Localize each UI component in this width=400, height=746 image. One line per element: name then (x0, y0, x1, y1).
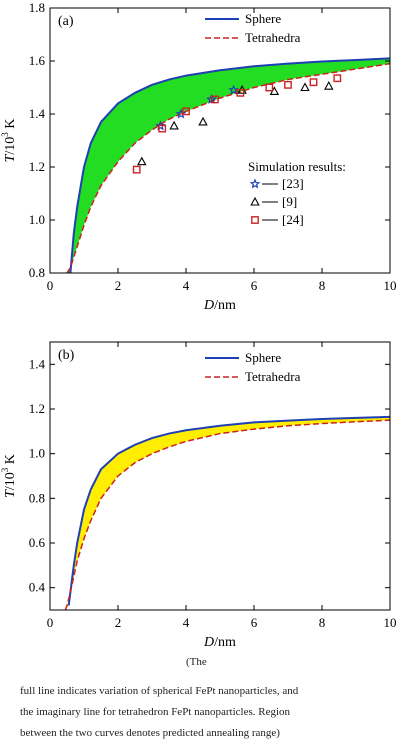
x-axis-unit: /nm (214, 635, 236, 650)
y-axis-symbol: T (3, 153, 18, 162)
data-point-square (333, 74, 342, 83)
data-point-square (158, 124, 167, 133)
legend-label-simulation: [24] (282, 212, 304, 227)
y-axis-unit: /10 (3, 137, 18, 155)
x-axis-label: D/nm (203, 298, 236, 313)
x-tick-label: 2 (115, 615, 122, 630)
figure: 0 2 4 6 8 10 0.8 1.0 1.2 1.4 1.6 1.8 (a) Sphere Tet… (0, 0, 397, 650)
x-axis-unit: /nm (214, 298, 236, 313)
x-tick-label: 4 (183, 615, 190, 630)
y-tick-label: 1.2 (29, 159, 45, 174)
data-point-triangle (300, 82, 310, 92)
y-tick-label: 0.6 (29, 535, 46, 550)
x-axis-symbol: D (203, 298, 214, 313)
y-axis-symbol: T (3, 489, 18, 498)
data-point-square (132, 165, 141, 174)
axis-ticks: 0 2 4 6 8 10 0.8 1.0 1.2 1.4 1.6 1.8 (29, 0, 397, 293)
y-tick-label: 0.4 (29, 580, 46, 595)
x-tick-label: 0 (47, 278, 54, 293)
legend-label-simulation: [9] (282, 194, 297, 209)
legend-label-sphere: Sphere (245, 350, 281, 365)
y-axis-unit-tail: K (3, 119, 18, 133)
data-point-square (182, 107, 190, 116)
legend-label-simulation: [23] (282, 176, 304, 191)
x-tick-label: 6 (251, 278, 258, 293)
legend-label-tetrahedra: Tetrahedra (245, 30, 301, 45)
axis-ticks: 0 2 4 6 8 10 0.4 0.6 0.8 1.0 1.2 1.4 (29, 342, 397, 630)
y-tick-label: 1.0 (29, 446, 45, 461)
legend: Sphere Tetrahedra (205, 11, 301, 45)
data-point-square (210, 95, 219, 104)
data-point-square (284, 80, 292, 89)
annealing-range-fill (67, 58, 390, 273)
data-point-square (265, 83, 274, 92)
y-tick-label: 1.6 (29, 53, 46, 68)
data-point-triangle (169, 120, 179, 130)
data-point-triangle (198, 116, 208, 126)
x-tick-label: 0 (47, 615, 54, 630)
x-tick-label: 8 (319, 615, 326, 630)
y-axis-unit-tail: K (3, 454, 18, 468)
legend-label-tetrahedra: Tetrahedra (245, 369, 301, 384)
y-tick-label: 1.2 (29, 401, 45, 416)
y-axis-unit: /10 (3, 472, 18, 490)
x-axis-symbol: D (203, 635, 214, 650)
data-point-star (228, 84, 239, 95)
y-tick-label: 1.0 (29, 212, 45, 227)
y-tick-label: 1.4 (29, 106, 46, 121)
chart-panel-a: 0 2 4 6 8 10 0.8 1.0 1.2 1.4 1.6 1.8 (a) Sphere Tet… (0, 0, 397, 313)
legend-marker-triangle (250, 196, 260, 206)
caption-line-4: between the two curves denotes predicted… (20, 727, 280, 739)
simulation-legend-title: Simulation results: (248, 159, 346, 174)
legend-label-sphere: Sphere (245, 11, 281, 26)
series-line-sphere (67, 415, 390, 606)
legend: Sphere Tetrahedra (205, 350, 301, 384)
caption-body: full line indicates variation of spheric… (20, 681, 390, 744)
y-tick-label: 0.8 (29, 265, 45, 280)
data-point-square (309, 78, 318, 87)
panel-label: (b) (58, 348, 75, 363)
data-point-triangle (137, 156, 147, 166)
data-point-star (155, 120, 166, 131)
simulation-legend: Simulation results: [23] [9] [24] (248, 159, 346, 227)
chart-panel-b: 0 2 4 6 8 10 0.4 0.6 0.8 1.0 1.2 1.4 (b) Sphere Tet… (0, 341, 397, 650)
legend-marker-star (249, 178, 261, 189)
plot-frame (49, 7, 391, 274)
y-axis-label: T/103 K (0, 454, 18, 498)
series-line-sphere (69, 57, 390, 273)
x-tick-label: 4 (183, 278, 190, 293)
data-point-triangle (324, 81, 334, 90)
y-tick-label: 1.8 (29, 0, 45, 15)
x-tick-label: 8 (319, 278, 326, 293)
plot-frame (49, 341, 391, 611)
data-point-square (236, 88, 245, 97)
legend-marker-square (251, 216, 259, 224)
y-axis-label: T/103 K (0, 119, 18, 163)
y-axis-sup: 3 (0, 132, 10, 137)
x-tick-label: 10 (384, 615, 397, 630)
data-point-star (175, 108, 187, 119)
caption-line-2: full line indicates variation of spheric… (20, 685, 299, 697)
simulation-markers (132, 74, 342, 174)
caption-line-1: (The (186, 656, 207, 668)
y-tick-label: 0.8 (29, 490, 45, 505)
x-axis-label: D/nm (203, 635, 236, 650)
panel-label: (a) (58, 14, 74, 29)
series-line-tetrahedra (64, 419, 390, 610)
y-axis-sup: 3 (0, 467, 10, 472)
y-tick-label: 1.4 (29, 356, 46, 371)
x-tick-label: 10 (384, 278, 397, 293)
x-tick-label: 6 (251, 615, 258, 630)
annealing-range-fill (65, 416, 390, 610)
x-tick-label: 2 (115, 278, 122, 293)
caption-line-3: the imaginary line for tetrahedron FePt … (20, 706, 291, 718)
